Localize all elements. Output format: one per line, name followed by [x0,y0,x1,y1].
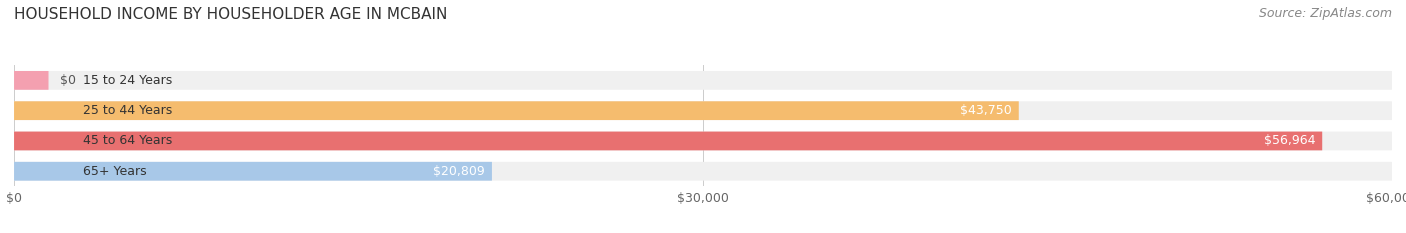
Text: 15 to 24 Years: 15 to 24 Years [83,74,172,87]
Text: $56,964: $56,964 [1264,134,1316,147]
Text: Source: ZipAtlas.com: Source: ZipAtlas.com [1258,7,1392,20]
Text: 25 to 44 Years: 25 to 44 Years [83,104,172,117]
Text: 65+ Years: 65+ Years [83,165,146,178]
FancyBboxPatch shape [14,71,1392,90]
FancyBboxPatch shape [14,162,1392,181]
Text: $0: $0 [59,74,76,87]
Text: $20,809: $20,809 [433,165,485,178]
FancyBboxPatch shape [14,101,1019,120]
FancyBboxPatch shape [14,101,1392,120]
FancyBboxPatch shape [14,71,48,90]
FancyBboxPatch shape [14,132,1392,150]
Text: $43,750: $43,750 [960,104,1012,117]
Text: HOUSEHOLD INCOME BY HOUSEHOLDER AGE IN MCBAIN: HOUSEHOLD INCOME BY HOUSEHOLDER AGE IN M… [14,7,447,22]
Text: 45 to 64 Years: 45 to 64 Years [83,134,172,147]
FancyBboxPatch shape [14,132,1322,150]
FancyBboxPatch shape [14,162,492,181]
